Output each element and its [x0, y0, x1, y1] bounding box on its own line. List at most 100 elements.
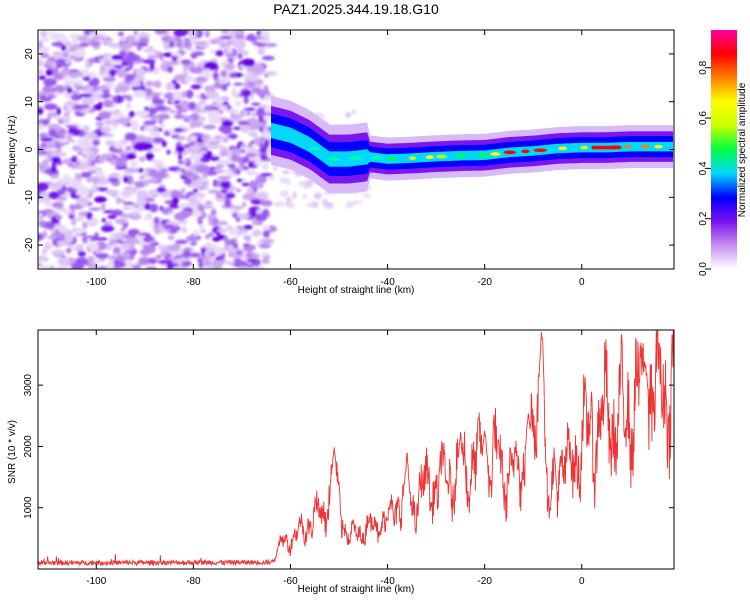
noise-blob [85, 60, 91, 69]
noise-blob [69, 245, 76, 251]
noise-blob [204, 61, 218, 71]
noise-blob [129, 186, 139, 192]
noise-blob [62, 173, 70, 183]
noise-blob [108, 258, 115, 267]
noise-blob [88, 176, 101, 183]
noise-blob [203, 264, 215, 269]
noise-blob [214, 39, 221, 44]
noise-blob [63, 208, 68, 216]
noise-blob [94, 237, 108, 241]
noise-blob [261, 162, 269, 171]
noise-blob [88, 71, 97, 78]
noise-blob [110, 209, 123, 216]
noise-blob [122, 122, 128, 127]
noise-blob [50, 32, 61, 41]
noise-blob [292, 191, 297, 199]
noise-blob [125, 35, 136, 43]
noise-blob [119, 42, 133, 51]
noise-blob [51, 156, 61, 164]
noise-blob [176, 168, 186, 172]
noise-blob [100, 225, 115, 233]
noise-blob [70, 157, 77, 163]
noise-blob [212, 236, 221, 242]
noise-blob [150, 221, 156, 227]
noise-blob [217, 176, 232, 180]
noise-blob [178, 98, 184, 106]
noise-blob [44, 142, 58, 147]
noise-blob [167, 245, 180, 252]
noise-blob [46, 116, 51, 121]
noise-blob [133, 203, 139, 209]
noise-blob [88, 207, 102, 211]
noise-blob [62, 158, 73, 165]
noise-blob [125, 74, 135, 81]
noise-blob [78, 43, 90, 47]
noise-blob [159, 52, 164, 61]
noise-blob [151, 98, 165, 105]
colorbar: 0.0 0.2 0.4 0.6 0.8 Normalized spectral ampl… [698, 30, 748, 276]
ridge-peak [521, 149, 530, 154]
noise-blob [189, 135, 198, 142]
noise-blob [261, 55, 275, 61]
noise-blob [220, 42, 228, 47]
noise-blob [215, 101, 223, 108]
noise-blob [227, 109, 239, 114]
noise-blob [229, 208, 240, 213]
noise-blob [178, 171, 183, 176]
noise-blob [200, 146, 209, 152]
noise-blob [150, 92, 163, 96]
noise-blob [115, 218, 129, 225]
noise-blob [181, 261, 193, 267]
noise-blob [142, 59, 156, 64]
colorbar-tick-label: 0.6 [698, 111, 709, 125]
noise-blob [164, 92, 173, 100]
noise-blob [145, 244, 156, 254]
noise-blob [87, 158, 93, 166]
snr-y-label: SNR (10 * v/v) [7, 420, 18, 484]
noise-blob [221, 96, 230, 101]
noise-blob [229, 238, 238, 243]
noise-blob [190, 84, 202, 90]
snr-series-line [38, 330, 674, 567]
noise-blob [226, 105, 232, 110]
noise-blob [193, 41, 207, 45]
noise-blob [193, 192, 206, 198]
noise-blob [253, 137, 262, 146]
noise-blob [126, 103, 131, 110]
noise-blob [148, 257, 158, 265]
noise-blob [240, 111, 245, 117]
noise-blob [285, 178, 291, 186]
noise-blob [261, 252, 270, 257]
noise-blob [264, 70, 277, 76]
noise-blob [153, 216, 160, 225]
spectrogram-x-ticks: -100 -80 -60 -40 -20 0 [86, 30, 585, 288]
noise-blob [132, 89, 147, 98]
noise-blob [172, 91, 182, 101]
noise-blob [56, 264, 70, 269]
noise-blob [151, 177, 159, 182]
noise-blob [246, 33, 256, 42]
noise-blob [98, 72, 113, 78]
noise-blob [120, 153, 125, 157]
noise-blob [103, 53, 109, 59]
noise-blob [131, 211, 140, 216]
snr-y-ticks: 1000 2000 3000 [23, 374, 674, 519]
spectrogram-y-tick-label: 10 [24, 96, 35, 108]
noise-blob [127, 175, 134, 184]
noise-blob [117, 95, 122, 103]
noise-blob [127, 54, 140, 61]
noise-blob [123, 175, 129, 183]
noise-blob [57, 196, 67, 202]
colorbar-ticks: 0.0 0.2 0.4 0.6 0.8 [698, 60, 711, 276]
noise-blob [176, 109, 182, 116]
noise-blob [232, 205, 244, 210]
noise-blob [259, 173, 273, 177]
noise-blob [81, 174, 89, 178]
noise-blob [43, 37, 50, 42]
noise-blob [208, 257, 215, 264]
spectrogram-y-tick-label: -10 [24, 190, 35, 205]
noise-blob [62, 35, 68, 45]
snr-x-tick-label: -40 [380, 576, 395, 587]
noise-blob [98, 57, 110, 63]
ridge-peak [490, 152, 501, 156]
